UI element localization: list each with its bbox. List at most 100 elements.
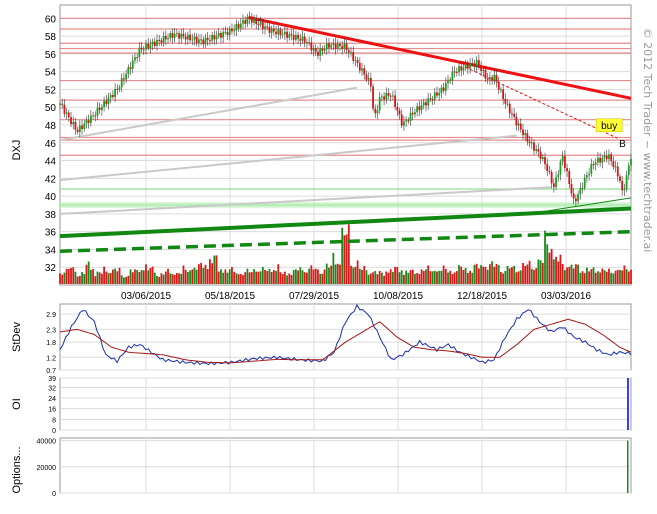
candle-body bbox=[354, 60, 357, 62]
stdev-y-tick: 1.2 bbox=[46, 355, 56, 362]
candle-body bbox=[555, 177, 557, 188]
candle-body bbox=[301, 36, 304, 41]
volume-bar bbox=[279, 272, 282, 284]
date-tick: 07/29/2015 bbox=[289, 291, 339, 302]
candle-body bbox=[405, 120, 408, 122]
volume-bar bbox=[627, 271, 630, 284]
volume-bar bbox=[550, 248, 553, 284]
volume-bar bbox=[482, 266, 485, 284]
candle-body bbox=[134, 57, 136, 61]
volume-bar bbox=[352, 267, 355, 284]
candle-body bbox=[387, 93, 390, 96]
candle-body bbox=[167, 38, 169, 40]
volume-bar bbox=[257, 271, 260, 284]
candle-body bbox=[92, 115, 94, 117]
volume-bar bbox=[480, 265, 482, 284]
volume-bar bbox=[566, 267, 568, 284]
volume-bar bbox=[407, 272, 410, 284]
minor-support-line bbox=[539, 197, 632, 213]
volume-bar bbox=[220, 269, 222, 284]
candle-body bbox=[378, 97, 381, 111]
volume-bar bbox=[495, 263, 498, 284]
volume-bar bbox=[261, 266, 264, 284]
candle-body bbox=[136, 57, 139, 59]
volume-bar bbox=[605, 271, 608, 284]
volume-bar bbox=[78, 275, 81, 284]
candle-body bbox=[619, 176, 621, 181]
volume-bar bbox=[266, 270, 269, 284]
volume-bar bbox=[180, 273, 183, 284]
candle-body bbox=[131, 60, 134, 69]
volume-bar bbox=[414, 273, 416, 284]
volume-bar bbox=[621, 270, 624, 284]
candle-body bbox=[237, 24, 240, 29]
candle-body bbox=[186, 34, 189, 40]
candle-body bbox=[464, 63, 467, 68]
candle-body bbox=[248, 17, 251, 19]
volume-bar bbox=[455, 271, 458, 284]
candle-body bbox=[541, 157, 544, 159]
volume-bar bbox=[533, 269, 535, 284]
candle-body bbox=[590, 164, 593, 174]
volume-bar bbox=[272, 270, 275, 284]
volume-bar bbox=[477, 268, 480, 284]
candle-body bbox=[380, 96, 383, 98]
candle-body bbox=[306, 42, 308, 44]
volume-bar bbox=[156, 275, 158, 284]
candle-body bbox=[83, 123, 86, 130]
candle-body bbox=[493, 74, 496, 81]
volume-bar bbox=[186, 272, 189, 284]
price-y-tick: 52 bbox=[45, 85, 57, 96]
volume-bar bbox=[164, 271, 167, 284]
volume-bar bbox=[625, 269, 628, 284]
candle-body bbox=[522, 129, 524, 136]
volume-bar bbox=[610, 272, 613, 284]
volume-bar bbox=[500, 272, 502, 284]
volume-bar bbox=[436, 271, 438, 284]
candle-body bbox=[233, 30, 236, 32]
candle-body bbox=[552, 183, 555, 188]
volume-bar bbox=[409, 270, 412, 284]
volume-bar bbox=[246, 268, 249, 284]
volume-bar bbox=[574, 264, 577, 284]
candle-body bbox=[559, 161, 562, 175]
candle-body bbox=[74, 122, 77, 130]
options-y-tick: 20000 bbox=[37, 465, 57, 472]
volume-bar bbox=[178, 273, 180, 284]
volume-bar bbox=[96, 271, 99, 284]
volume-bar bbox=[153, 272, 156, 284]
candle-body bbox=[321, 48, 324, 51]
volume-bar bbox=[471, 272, 474, 284]
candle-body bbox=[616, 166, 619, 177]
volume-bar bbox=[109, 273, 112, 284]
candle-body bbox=[526, 133, 529, 142]
candle-body bbox=[239, 23, 242, 29]
volume-bar bbox=[572, 268, 575, 284]
volume-bar bbox=[290, 274, 293, 284]
candle-body bbox=[78, 125, 81, 133]
candle-body bbox=[70, 117, 72, 125]
candle-body bbox=[215, 36, 218, 40]
volume-bar bbox=[339, 264, 341, 284]
volume-bar bbox=[118, 267, 121, 284]
price-gridlines bbox=[60, 5, 631, 285]
candle-body bbox=[352, 51, 355, 61]
volume-bar bbox=[616, 269, 619, 284]
candle-body bbox=[477, 59, 480, 67]
candle-body bbox=[184, 36, 187, 40]
volume-bar bbox=[563, 270, 566, 284]
candle-body bbox=[147, 43, 150, 49]
price-axis-title: DXJ bbox=[11, 140, 23, 161]
volume-bar bbox=[145, 264, 147, 284]
candle-body bbox=[455, 71, 458, 73]
volume-bar bbox=[171, 273, 174, 284]
candle-body bbox=[420, 105, 423, 111]
options-bars bbox=[627, 440, 629, 493]
candle-body bbox=[416, 106, 419, 113]
volume-bar bbox=[149, 267, 152, 284]
volume-bar bbox=[129, 269, 132, 284]
oi-y-tick: 32 bbox=[48, 385, 56, 392]
guide-line bbox=[59, 86, 358, 142]
candle-body bbox=[211, 34, 214, 41]
